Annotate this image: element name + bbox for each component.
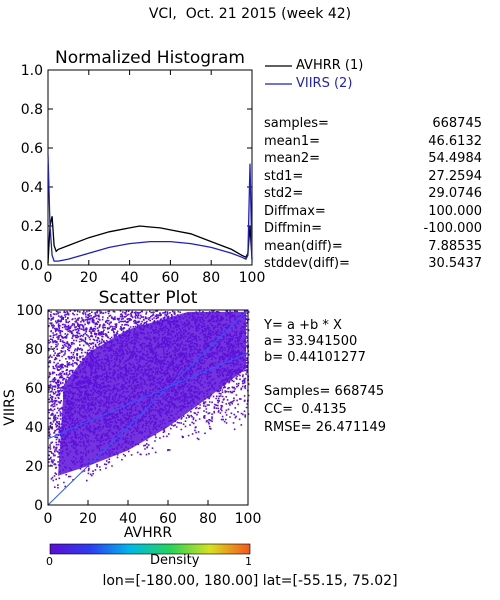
histogram-x-tick-label: 0 [44, 270, 53, 286]
stats-key: Diffmax= [264, 203, 326, 219]
colorbar-max-label: 1 [245, 555, 252, 568]
stats-value: 29.0746 [428, 186, 482, 201]
histogram-y-tick-label: 0.2 [21, 219, 43, 235]
histogram-x-tick-label: 80 [202, 270, 220, 286]
scatter-diagonal-line [47, 309, 249, 506]
scatter-x-axis-label: AVHRR [124, 525, 173, 541]
stats-key: stddev(diff)= [264, 256, 350, 271]
fit-b: b= 0.44101277 [264, 350, 366, 365]
colorbar-title: Density [150, 553, 200, 568]
scatter-x-tick-label: 20 [79, 511, 97, 527]
stats-key: std2= [264, 186, 304, 201]
stats-row: Diffmin= -100.000 [264, 221, 482, 237]
scatter-y-tick-label: 80 [25, 342, 43, 358]
scatter-x-tick-label: 0 [44, 511, 53, 527]
scatter-frame [47, 309, 249, 506]
scatter-x-tick-label: 40 [119, 511, 137, 527]
stats-row: std2= 29.0746 [264, 186, 482, 202]
stats-key: mean2= [264, 151, 321, 166]
scatter-y-tick-label: 60 [25, 381, 43, 397]
stats-row: mean2= 54.4984 [264, 151, 482, 167]
scatter-x-tick-label: 60 [159, 511, 177, 527]
stats-value: 46.6132 [428, 133, 482, 149]
histogram-x-tick-label: 40 [121, 270, 139, 286]
scatter-y-axis-label: VIIRS [2, 389, 18, 426]
fit-samples: Samples= 668745 [264, 384, 385, 399]
stats-key: std1= [264, 168, 304, 184]
fit-rmse: RMSE= 26.471149 [264, 420, 387, 435]
fit-equation: Y= a +b * X [264, 318, 342, 333]
scatter-point-cloud [48, 310, 250, 489]
stats-value: 27.2594 [428, 168, 482, 184]
histogram-title: Normalized Histogram [55, 48, 245, 68]
stats-key: samples= [264, 116, 329, 131]
colorbar [49, 543, 251, 555]
stats-key: mean(diff)= [264, 238, 343, 254]
stats-value: 668745 [432, 116, 482, 131]
fit-cc: CC= 0.4135 [264, 402, 347, 417]
stats-key: mean1= [264, 133, 321, 149]
colorbar-min-label: 0 [46, 555, 53, 568]
stats-value: 7.88535 [428, 238, 482, 254]
histogram-y-tick-label: 0.0 [21, 258, 43, 274]
stats-value: -100.000 [423, 221, 482, 236]
histogram-y-tick-label: 0.4 [21, 180, 43, 196]
legend-viirs-label: VIIRS (2) [296, 76, 353, 91]
legend-avhrr-label: AVHRR (1) [296, 58, 364, 73]
stats-row: Diffmax= 100.000 [264, 204, 482, 220]
histogram-series-avhrr [47, 216, 253, 264]
scatter-y-tick-label: 40 [25, 420, 43, 436]
bounds-footer: lon=[-180.00, 180.00] lat=[-55.15, 75.02… [102, 573, 398, 589]
scatter-x-tick-label: 80 [199, 511, 217, 527]
histogram-y-tick-label: 1.0 [21, 63, 43, 79]
scatter-title: Scatter Plot [99, 288, 198, 308]
stats-value: 100.000 [428, 203, 482, 219]
stats-value: 30.5437 [428, 256, 482, 271]
scatter-y-tick-label: 0 [34, 498, 43, 514]
histogram-x-tick-label: 20 [80, 270, 98, 286]
histogram-x-tick-label: 60 [161, 270, 179, 286]
scatter-y-tick-label: 20 [25, 459, 43, 475]
stats-row: mean(diff)= 7.88535 [264, 239, 482, 255]
histogram-y-tick-label: 0.8 [21, 102, 43, 118]
histogram-x-tick-label: 100 [239, 270, 266, 286]
stats-key: Diffmin= [264, 221, 322, 236]
histogram-series-viirs [47, 153, 253, 262]
stats-row: mean1= 46.6132 [264, 134, 482, 150]
histogram-y-tick-label: 0.6 [21, 141, 43, 157]
histogram-frame [47, 69, 253, 266]
scatter-y-tick-label: 100 [16, 303, 43, 319]
stats-value: 54.4984 [428, 151, 482, 166]
fit-a: a= 33.941500 [264, 334, 358, 349]
scatter-x-tick-label: 100 [235, 511, 262, 527]
stats-row: samples= 668745 [264, 116, 482, 132]
stats-row: stddev(diff)= 30.5437 [264, 256, 482, 272]
scatter-regression-line [47, 352, 249, 440]
stats-row: std1= 27.2594 [264, 169, 482, 185]
page-title: VCI, Oct. 21 2015 (week 42) [148, 6, 352, 22]
